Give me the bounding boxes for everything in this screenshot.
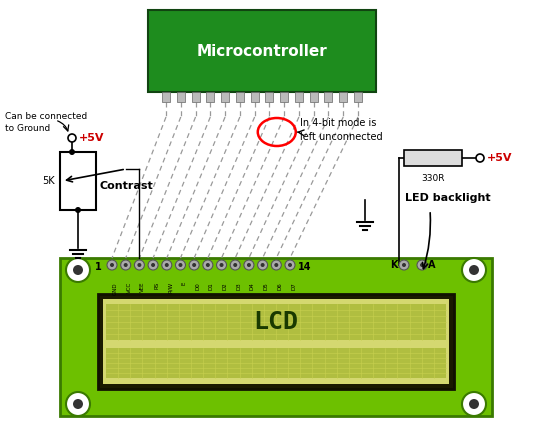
Text: Microcontroller: Microcontroller [197, 43, 327, 59]
Bar [60, 152, 96, 210]
Circle shape [230, 260, 240, 270]
Circle shape [107, 260, 117, 270]
Bar [177, 92, 185, 102]
Circle shape [178, 263, 183, 267]
Text: Can be connected
to Ground: Can be connected to Ground [5, 112, 87, 133]
Text: A: A [428, 260, 436, 270]
Circle shape [66, 392, 90, 416]
Circle shape [148, 260, 158, 270]
Circle shape [69, 149, 75, 155]
Bar [236, 92, 244, 102]
Bar [162, 92, 170, 102]
Text: +5V: +5V [79, 133, 104, 143]
Circle shape [120, 260, 131, 270]
Circle shape [162, 260, 172, 270]
Circle shape [165, 263, 169, 267]
Text: D0: D0 [195, 282, 200, 290]
Circle shape [244, 260, 254, 270]
Circle shape [75, 207, 81, 213]
Circle shape [217, 260, 227, 270]
Text: VEE: VEE [140, 282, 145, 293]
Text: D2: D2 [223, 282, 228, 290]
Text: E: E [182, 282, 186, 285]
Circle shape [288, 263, 292, 267]
Text: 1: 1 [95, 262, 101, 272]
Text: D7: D7 [291, 282, 296, 290]
Circle shape [417, 260, 427, 270]
Bar [206, 92, 214, 102]
Bar [106, 304, 446, 340]
Bar [295, 92, 303, 102]
Circle shape [68, 134, 76, 142]
Circle shape [73, 399, 83, 409]
Circle shape [476, 154, 484, 162]
Text: VCC: VCC [126, 282, 131, 293]
Text: LCD: LCD [254, 310, 299, 334]
Circle shape [124, 263, 128, 267]
Text: D4: D4 [250, 282, 255, 290]
Bar [310, 92, 318, 102]
Bar [280, 92, 288, 102]
Text: Contrast: Contrast [100, 181, 154, 191]
Circle shape [110, 263, 114, 267]
Bar [324, 92, 332, 102]
Circle shape [285, 260, 295, 270]
Bar [98, 294, 454, 389]
Bar [266, 92, 273, 102]
Circle shape [189, 260, 199, 270]
Text: D6: D6 [277, 282, 282, 290]
Bar [106, 348, 446, 378]
Text: In 4-bit mode is
left unconnected: In 4-bit mode is left unconnected [300, 118, 383, 141]
Circle shape [203, 260, 213, 270]
Text: 14: 14 [298, 262, 312, 272]
Circle shape [420, 263, 424, 267]
Circle shape [134, 260, 145, 270]
Text: D5: D5 [263, 282, 268, 290]
Circle shape [462, 258, 486, 282]
Circle shape [402, 263, 406, 267]
Bar [60, 258, 492, 416]
Circle shape [192, 263, 196, 267]
Circle shape [219, 263, 223, 267]
Circle shape [233, 263, 237, 267]
Circle shape [257, 260, 268, 270]
Circle shape [151, 263, 155, 267]
Bar [339, 92, 347, 102]
Text: K: K [390, 260, 398, 270]
Circle shape [66, 258, 90, 282]
Circle shape [73, 265, 83, 275]
Circle shape [247, 263, 251, 267]
Bar [221, 92, 229, 102]
Circle shape [206, 263, 210, 267]
Text: +5V: +5V [487, 153, 513, 163]
Circle shape [271, 260, 281, 270]
Bar [251, 92, 258, 102]
Text: 330R: 330R [421, 174, 445, 183]
Circle shape [274, 263, 278, 267]
Circle shape [462, 392, 486, 416]
Circle shape [399, 260, 409, 270]
Text: D3: D3 [236, 282, 241, 290]
Text: LED backlight: LED backlight [405, 193, 491, 203]
Bar [191, 92, 200, 102]
Circle shape [175, 260, 185, 270]
Text: GND: GND [113, 282, 118, 295]
Text: D1: D1 [209, 282, 214, 290]
Bar [354, 92, 362, 102]
Text: R/W: R/W [168, 282, 173, 293]
Bar [148, 10, 376, 92]
Text: 5K: 5K [42, 176, 55, 186]
Circle shape [469, 399, 479, 409]
Circle shape [261, 263, 265, 267]
Text: RS: RS [154, 282, 159, 289]
Bar [404, 150, 462, 166]
Bar [103, 299, 449, 384]
Circle shape [138, 263, 141, 267]
Circle shape [469, 265, 479, 275]
